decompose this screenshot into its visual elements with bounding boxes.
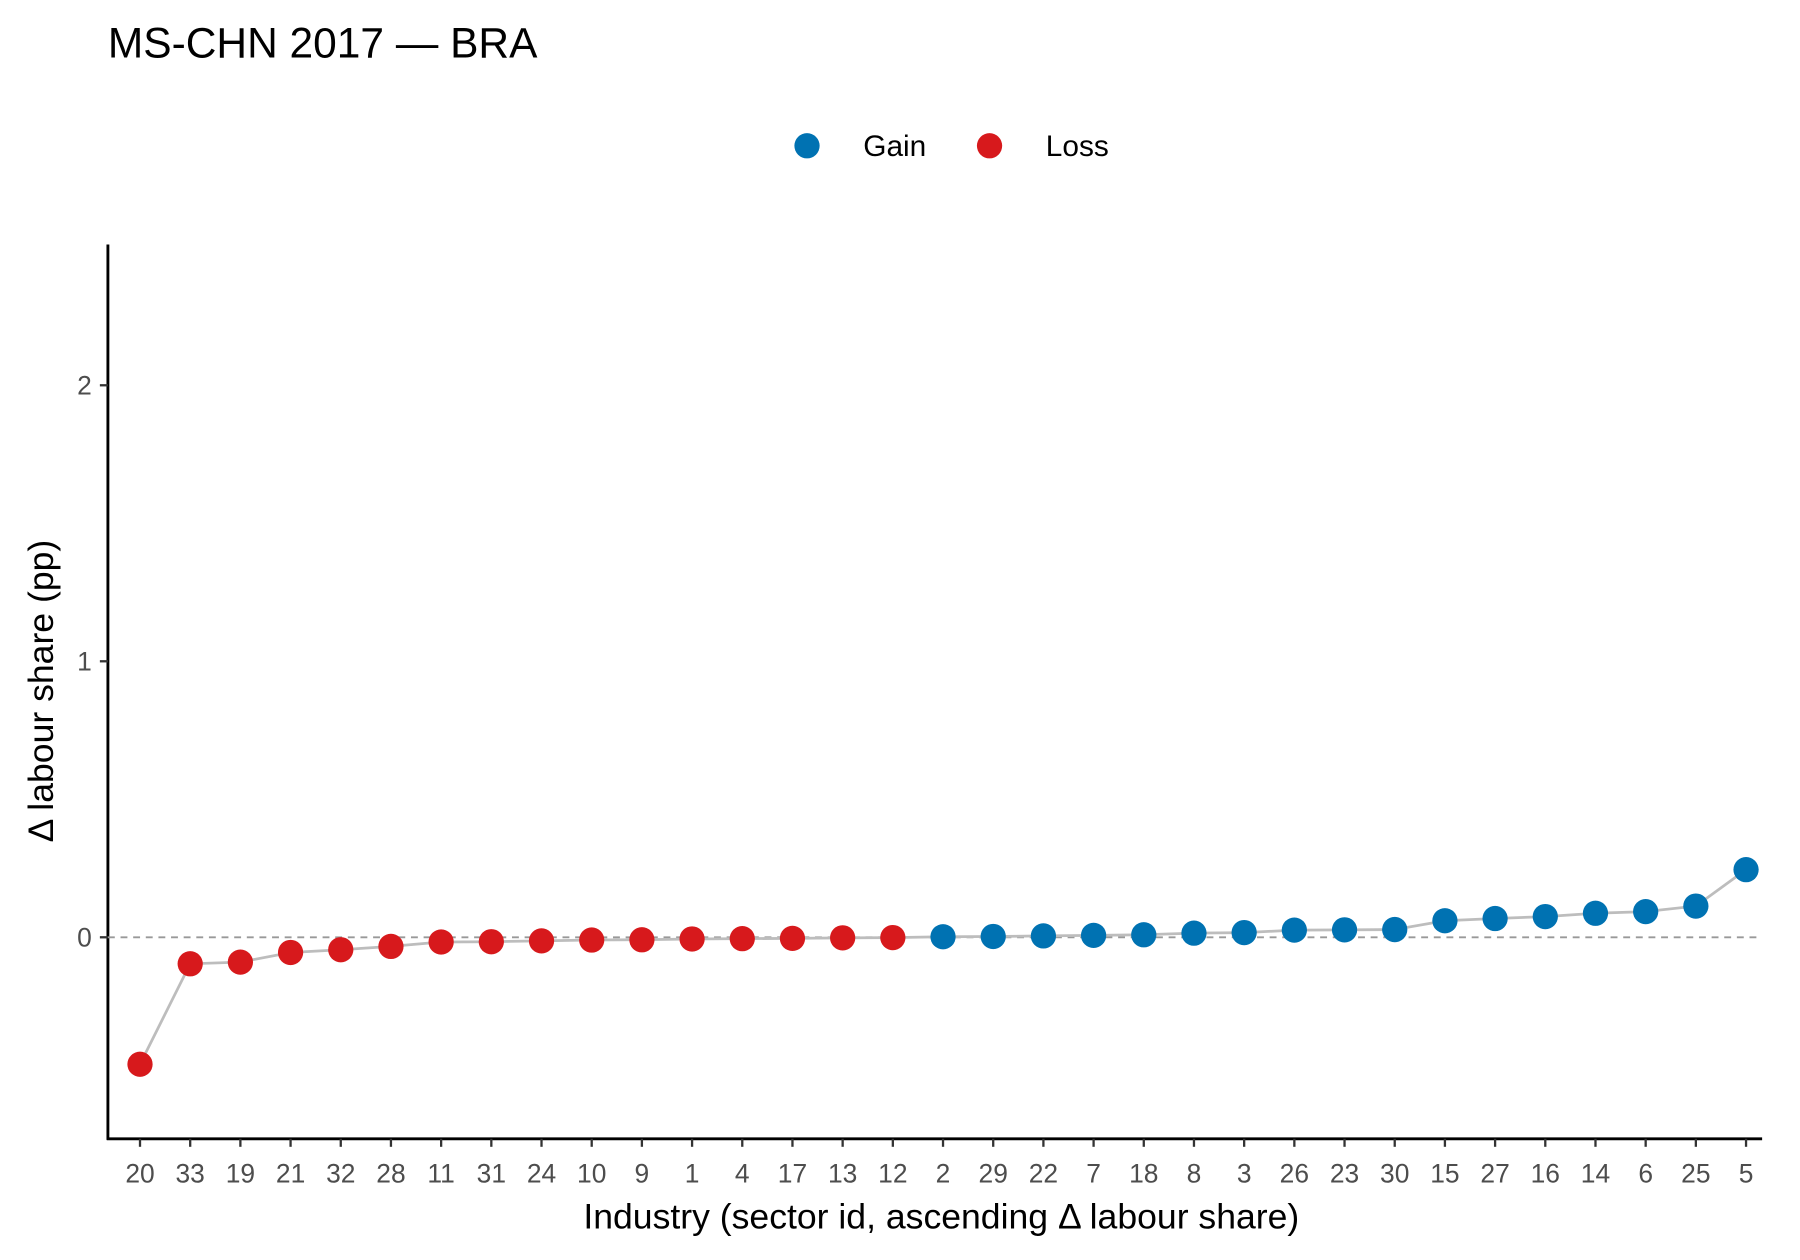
point	[980, 923, 1006, 950]
point	[328, 937, 354, 963]
y-tick-label: 0	[77, 922, 92, 952]
point	[679, 926, 705, 952]
point	[779, 925, 806, 952]
chart-title: MS-CHN 2017 — BRA	[108, 19, 538, 66]
x-tick-label: 5	[1739, 1158, 1754, 1188]
x-tick-label: 19	[226, 1158, 255, 1188]
x-tick-label: 27	[1480, 1158, 1509, 1188]
point	[1131, 922, 1157, 948]
point	[428, 929, 454, 955]
x-tick-label: 25	[1681, 1158, 1710, 1188]
x-tick-label: 22	[1029, 1158, 1058, 1188]
x-tick-label: 30	[1380, 1158, 1409, 1188]
x-tick-label: 26	[1280, 1158, 1309, 1188]
point	[880, 924, 906, 951]
point	[1582, 900, 1609, 926]
x-tick-label: 31	[477, 1158, 506, 1188]
point	[1231, 919, 1257, 946]
point	[1633, 898, 1659, 925]
x-tick-label: 2	[936, 1158, 951, 1188]
point	[1733, 857, 1759, 883]
point	[378, 933, 404, 960]
y-tick-label: 1	[77, 646, 92, 676]
point	[1080, 922, 1107, 948]
connector-line	[138, 868, 1747, 1065]
x-tick-label: 14	[1581, 1158, 1610, 1188]
point	[1331, 917, 1358, 943]
x-tick-label: 7	[1086, 1158, 1101, 1188]
point	[227, 949, 254, 975]
x-tick-label: 15	[1430, 1158, 1459, 1188]
y-axis-title: Δ labour share (pp)	[21, 540, 61, 843]
point	[277, 939, 304, 966]
point	[579, 927, 605, 953]
x-tick-label: 10	[577, 1158, 606, 1188]
point	[1683, 893, 1709, 919]
legend-marker	[976, 133, 1003, 159]
point	[1181, 920, 1207, 946]
x-tick-label: 23	[1330, 1158, 1359, 1188]
x-tick-label: 24	[527, 1158, 556, 1188]
legend-label: Gain	[863, 130, 926, 163]
point	[830, 925, 856, 951]
point	[930, 924, 956, 950]
point	[1281, 917, 1307, 943]
x-tick-label: 1	[685, 1158, 700, 1188]
x-tick-label: 12	[878, 1158, 907, 1188]
x-tick-label: 11	[427, 1158, 454, 1188]
x-tick-label: 4	[735, 1158, 750, 1188]
x-tick-label: 20	[125, 1158, 154, 1188]
x-tick-label: 6	[1638, 1158, 1653, 1188]
x-tick-label: 9	[635, 1158, 650, 1188]
point	[1030, 923, 1057, 949]
x-tick-label: 29	[979, 1158, 1008, 1188]
x-tick-label: 32	[326, 1158, 355, 1188]
x-tick-label: 17	[778, 1158, 807, 1188]
point	[1482, 905, 1508, 932]
x-tick-label: 28	[376, 1158, 405, 1188]
legend-label: Loss	[1046, 130, 1109, 163]
point	[1532, 903, 1558, 930]
x-axis-title: Industry (sector id, ascending Δ labour …	[583, 1196, 1299, 1236]
legend-marker	[794, 133, 820, 159]
point	[177, 951, 203, 977]
point	[127, 1051, 153, 1077]
point	[629, 927, 655, 953]
point	[729, 926, 755, 952]
x-tick-label: 18	[1129, 1158, 1158, 1188]
x-tick-label: 13	[828, 1158, 857, 1188]
point	[478, 929, 504, 955]
x-tick-label: 21	[276, 1158, 305, 1188]
point	[528, 928, 555, 954]
x-tick-label: 33	[176, 1158, 205, 1188]
x-tick-label: 8	[1187, 1158, 1202, 1188]
x-tick-label: 16	[1531, 1158, 1560, 1188]
point	[1382, 916, 1408, 943]
point	[1432, 908, 1458, 934]
y-tick-label: 2	[77, 370, 92, 400]
x-tick-label: 3	[1237, 1158, 1252, 1188]
